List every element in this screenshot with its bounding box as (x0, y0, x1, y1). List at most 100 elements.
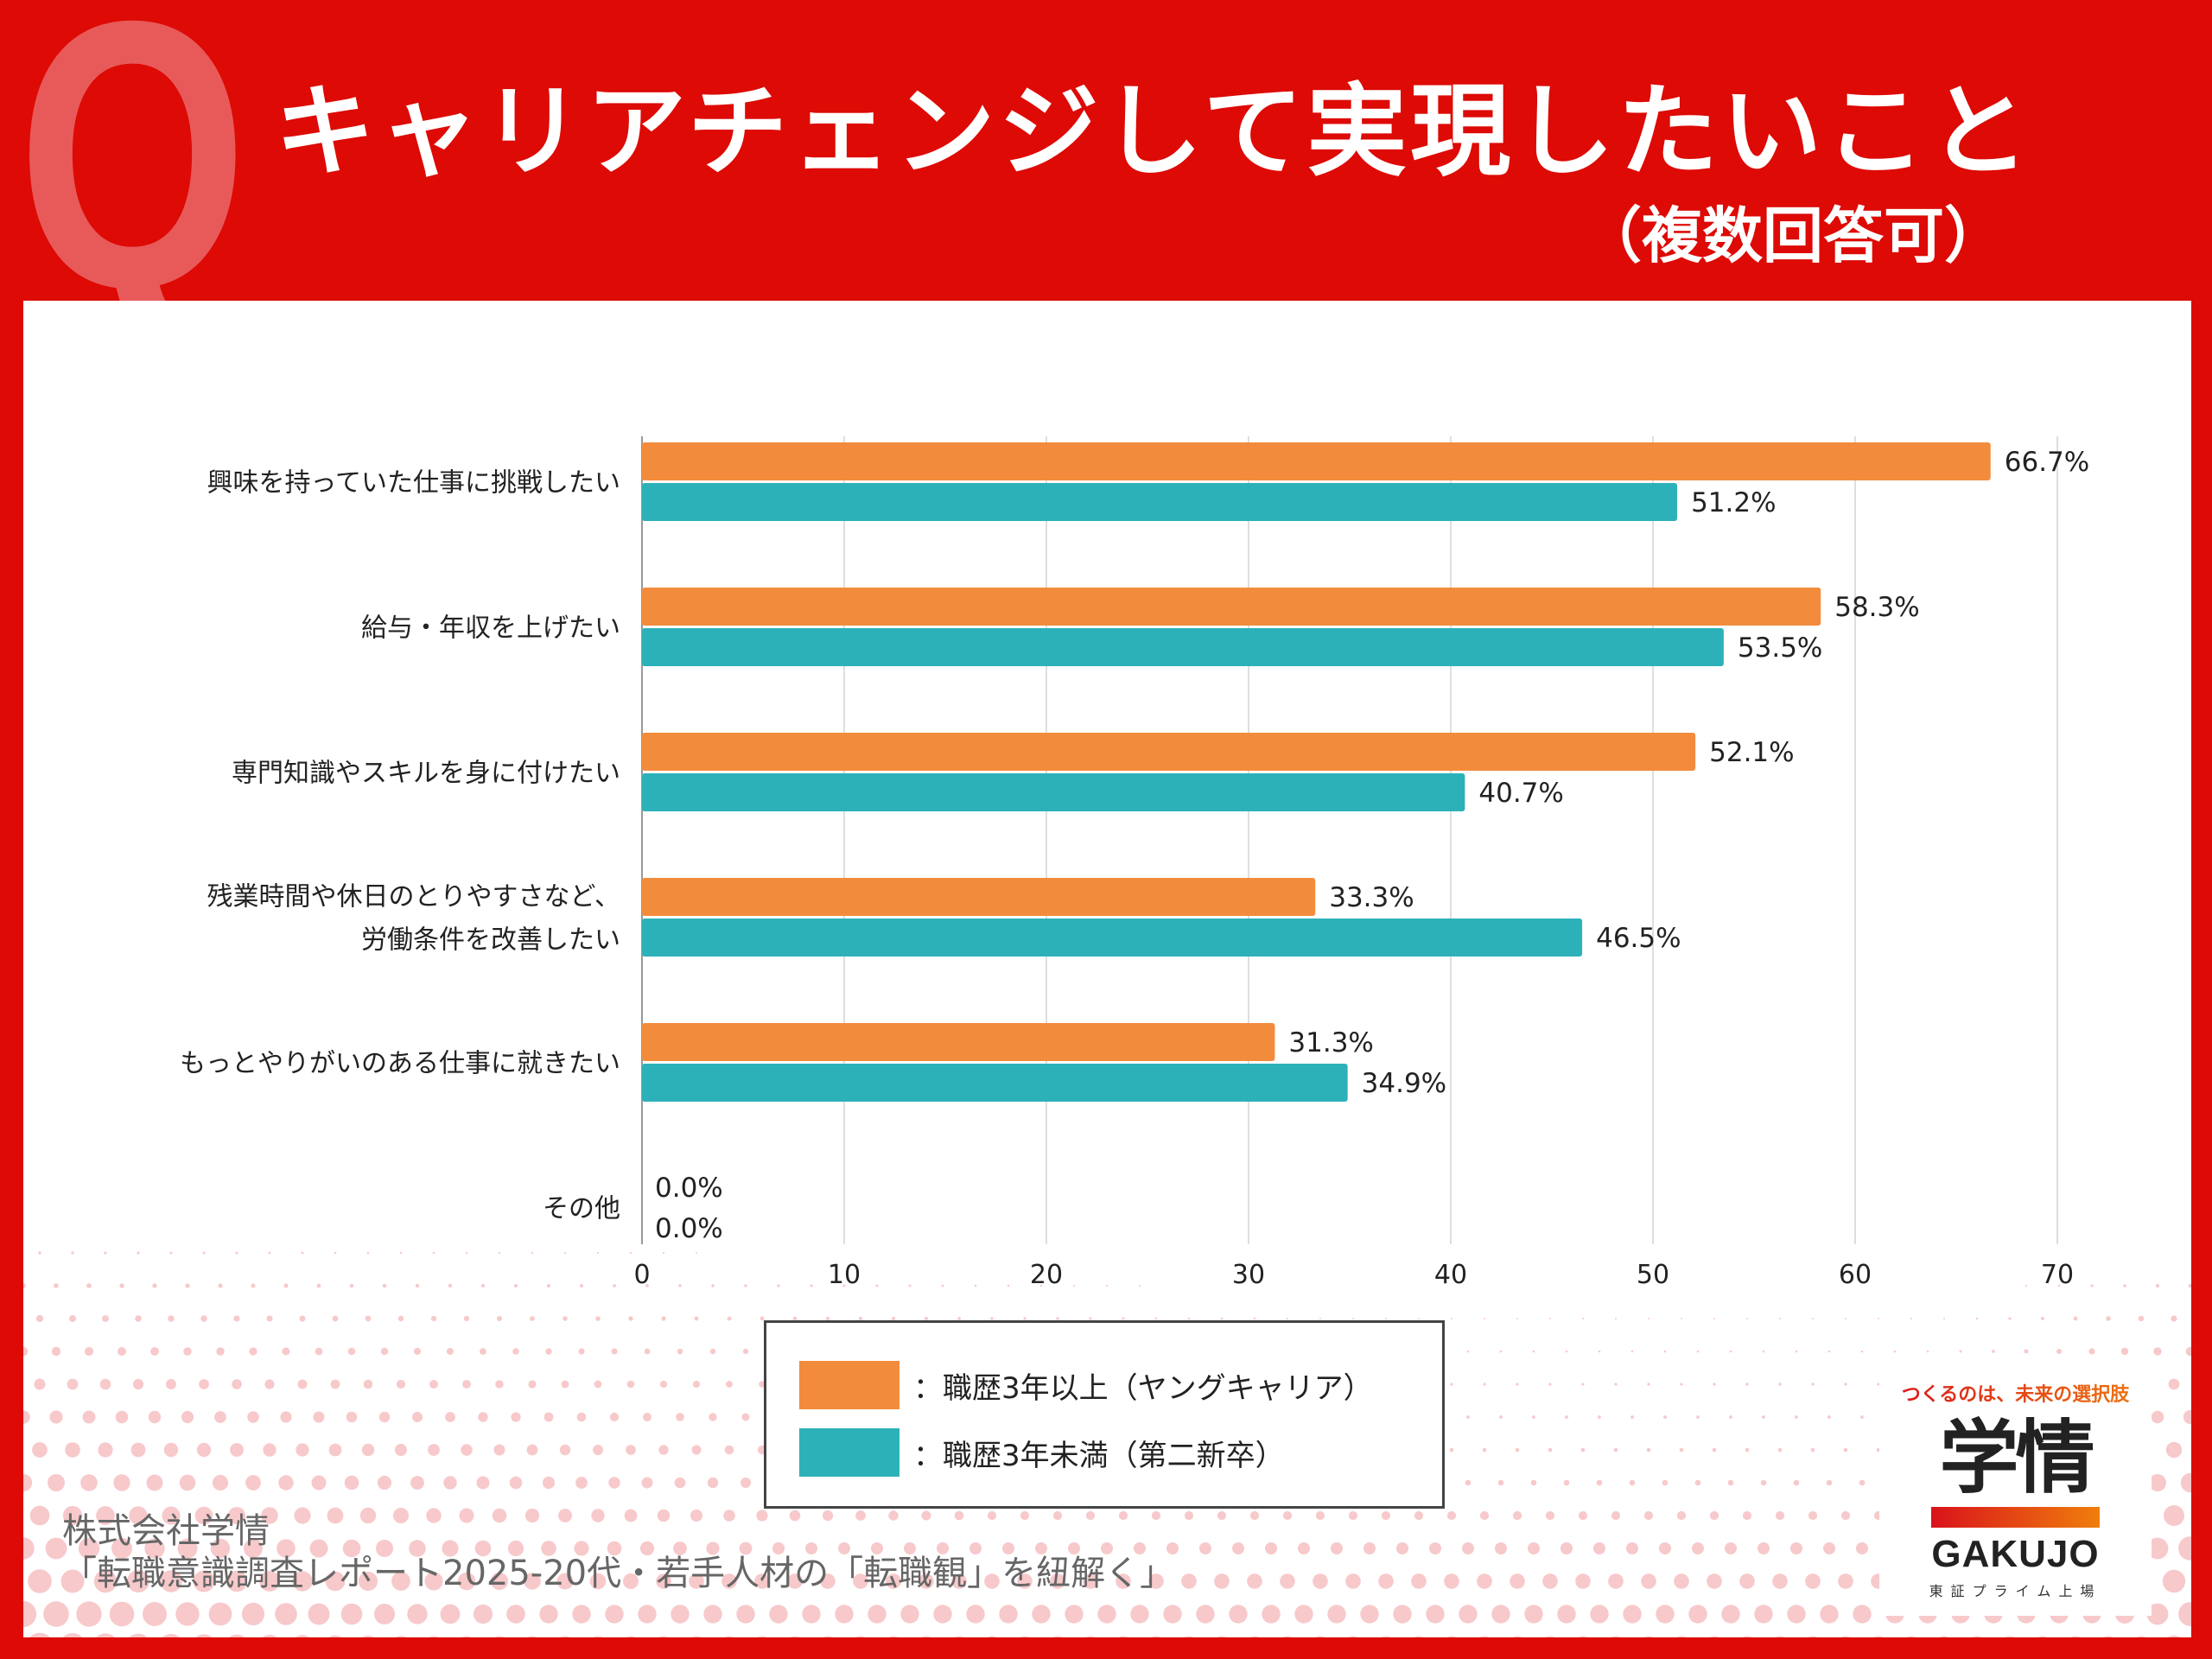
bar-teal (642, 1064, 1348, 1102)
halftone-dot (497, 1316, 502, 1321)
halftone-dot (1515, 1447, 1520, 1452)
halftone-dot (1280, 1573, 1295, 1589)
halftone-dot (966, 1605, 985, 1624)
halftone-dot (196, 1442, 212, 1458)
halftone-dot (754, 1573, 770, 1589)
halftone-dot (1484, 1318, 1485, 1319)
page-title: キャリアチェンジして実現したいこと (275, 73, 2033, 190)
halftone-dot (1810, 1447, 1815, 1452)
halftone-dot (185, 1283, 190, 1288)
halftone-dot (1580, 1447, 1586, 1452)
halftone-dot (2188, 1283, 2191, 1288)
halftone-dot (259, 1571, 280, 1592)
halftone-dot (595, 1316, 601, 1321)
halftone-dot (511, 1412, 521, 1422)
halftone-dot (278, 1475, 294, 1491)
halftone-dot (29, 1505, 50, 1526)
halftone-dot (137, 1251, 140, 1255)
halftone-dot (1450, 1382, 1453, 1386)
halftone-dot (84, 1346, 94, 1357)
halftone-dot (661, 1316, 666, 1321)
halftone-dot (1187, 1317, 1191, 1320)
halftone-dot (1105, 1284, 1109, 1287)
halftone-dot (624, 1509, 638, 1522)
halftone-dot (200, 1315, 207, 1322)
halftone-dot (459, 1508, 474, 1523)
halftone-dot (892, 1317, 895, 1320)
halftone-dot (1499, 1415, 1503, 1419)
halftone-dot (474, 1540, 492, 1557)
halftone-dot (1393, 1605, 1412, 1624)
halftone-dot (1052, 1510, 1063, 1521)
halftone-dot (524, 1573, 541, 1590)
halftone-dot (526, 1444, 538, 1456)
halftone-dot (181, 1410, 194, 1424)
halftone-dot (429, 1380, 438, 1389)
halftone-dot (2041, 1317, 2044, 1320)
halftone-dot (1656, 1605, 1675, 1624)
category-label: 給与・年収を上げたい (361, 613, 620, 644)
halftone-dot (244, 1539, 263, 1558)
halftone-dot (1844, 1382, 1847, 1386)
halftone-dot (576, 1412, 587, 1422)
halftone-dot (377, 1475, 392, 1491)
halftone-dot (739, 1541, 753, 1555)
halftone-dot (1772, 1573, 1788, 1589)
halftone-dot (1613, 1447, 1618, 1452)
halftone-dot (706, 1541, 720, 1555)
halftone-dot (218, 1283, 223, 1288)
halftone-dot (1411, 1573, 1427, 1589)
x-tick-label: 10 (828, 1260, 861, 1290)
halftone-dot (507, 1540, 524, 1557)
halftone-dot (2165, 1441, 2183, 1459)
halftone-dot (2178, 1536, 2191, 1560)
halftone-dot (563, 1251, 567, 1255)
halftone-dot (1181, 1573, 1197, 1589)
halftone-dot (328, 1635, 342, 1637)
halftone-dot (954, 1510, 964, 1521)
halftone-dot (2090, 1284, 2094, 1287)
halftone-dot (1118, 1636, 1128, 1637)
halftone-dot (707, 1477, 719, 1489)
halftone-dot (283, 1283, 289, 1288)
halftone-dot (148, 1410, 162, 1424)
category-label: 労働条件を改善したい (361, 925, 620, 956)
halftone-dot (1943, 1318, 1945, 1319)
halftone-dot (593, 1636, 603, 1637)
halftone-dot (1725, 1542, 1737, 1554)
x-tick-label: 50 (1637, 1260, 1669, 1290)
halftone-dot (62, 1633, 83, 1637)
halftone-dot (1775, 1636, 1785, 1637)
halftone-dot (512, 1348, 519, 1355)
halftone-dot (152, 1283, 157, 1288)
halftone-dot (160, 1570, 182, 1592)
halftone-dot (1762, 1415, 1765, 1419)
bar-teal (642, 773, 1465, 811)
halftone-dot (1853, 1605, 1872, 1624)
halftone-dot (99, 1378, 111, 1390)
halftone-dot (1939, 1636, 1949, 1637)
halftone-dot (440, 1604, 461, 1624)
halftone-dot (1549, 1318, 1551, 1319)
halftone-dot (530, 1316, 535, 1321)
halftone-dot (1779, 1318, 1781, 1319)
halftone-dot (342, 1539, 361, 1558)
halftone-dot (346, 1411, 358, 1423)
halftone-dot (118, 1347, 126, 1356)
halftone-dot (2024, 1349, 2029, 1354)
halftone-dot (1663, 1415, 1667, 1419)
halftone-dot (241, 1602, 265, 1626)
halftone-dot (163, 1442, 179, 1458)
halftone-dot (245, 1475, 261, 1491)
data-label: 40.7% (1478, 778, 1563, 809)
halftone-dot (216, 1347, 225, 1356)
halftone-dot (461, 1636, 472, 1637)
halftone-dot (792, 1316, 798, 1321)
halftone-dot (626, 1636, 636, 1637)
halftone-dot (1294, 1605, 1313, 1624)
halftone-dot (1530, 1479, 1537, 1486)
data-label: 46.5% (1596, 923, 1681, 954)
halftone-dot (609, 1412, 620, 1422)
halftone-dot (113, 1474, 130, 1491)
halftone-dot (572, 1605, 591, 1624)
